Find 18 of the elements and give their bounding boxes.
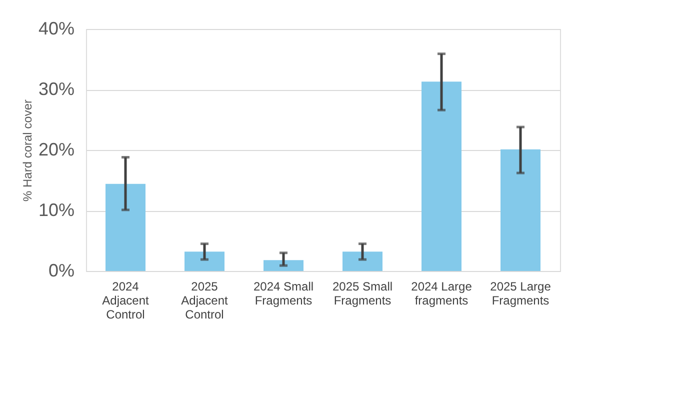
- x-tick-label: 2024 Small Fragments: [253, 280, 314, 308]
- x-tick-label: 2024 Adjacent Control: [102, 280, 150, 322]
- y-tick-label: 0%: [48, 260, 74, 280]
- bar: [264, 260, 304, 271]
- y-tick-label: 20%: [38, 140, 74, 160]
- x-tick-label: 2025 Large Fragments: [490, 280, 552, 308]
- x-tick-label: 2025 Adjacent Control: [181, 280, 229, 322]
- bar: [106, 184, 146, 271]
- bar: [184, 252, 224, 271]
- y-tick-label: 30%: [38, 79, 74, 99]
- y-tick-label: 40%: [38, 18, 74, 38]
- x-tick-label: 2024 Large fragments: [411, 280, 472, 308]
- bar: [422, 82, 462, 271]
- bar: [500, 149, 540, 271]
- x-tick-label: 2025 Small Fragments: [332, 280, 393, 308]
- bar: [342, 252, 382, 271]
- y-tick-label: 10%: [38, 200, 74, 220]
- y-axis-title: % Hard coral cover: [20, 99, 34, 202]
